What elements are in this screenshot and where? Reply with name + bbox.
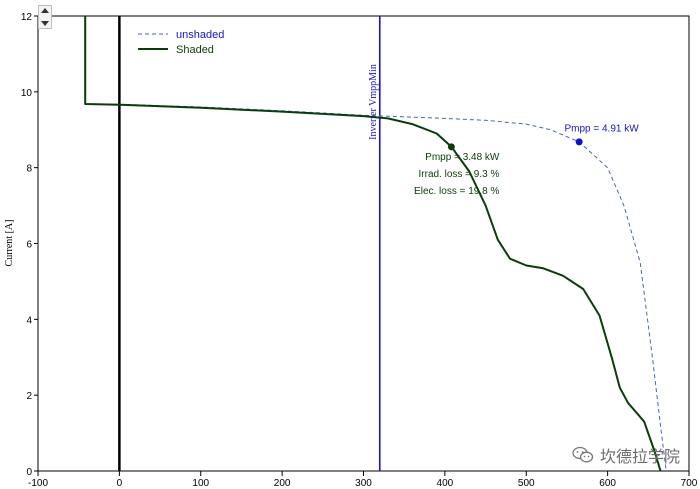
y-axis-label: Current [A] <box>4 220 15 267</box>
y-tick-label: 0 <box>26 467 32 478</box>
series-shaded-line <box>84 16 662 472</box>
y-tick-label: 8 <box>26 164 32 175</box>
y-tick-label: 4 <box>26 315 32 326</box>
x-tick-label: 200 <box>274 478 291 489</box>
watermark-text: 坎德拉学院 <box>599 449 680 466</box>
annotation-1: Pmpp = 3.48 kW <box>425 152 500 163</box>
y-tick-label: 6 <box>26 240 32 251</box>
mpp-marker-unshaded <box>575 138 583 146</box>
annotation-2: Irrad. loss = 9.3 % <box>419 169 500 180</box>
wechat-icon <box>572 446 594 463</box>
x-tick-label: 400 <box>437 478 454 489</box>
x-tick-label: 500 <box>518 478 535 489</box>
x-tick-label: 600 <box>599 478 616 489</box>
x-tick-label: 300 <box>355 478 372 489</box>
spin-control[interactable] <box>38 5 52 29</box>
series-unshaded-line <box>85 103 667 472</box>
legend: unshaded Shaded <box>138 29 224 56</box>
x-tick-label: 0 <box>117 478 123 489</box>
plot-frame <box>37 15 690 472</box>
legend-label-shaded: Shaded <box>176 44 214 56</box>
x-tick-label: 700 <box>681 478 698 489</box>
watermark: 坎德拉学院 <box>572 443 680 467</box>
spin-up-icon[interactable] <box>41 8 49 13</box>
legend-label-unshaded: unshaded <box>176 29 224 41</box>
mpp-marker-shaded <box>447 143 455 151</box>
annotation-3: Elec. loss = 19.8 % <box>414 186 499 197</box>
x-tick-label: -100 <box>28 478 48 489</box>
y-tick-label: 2 <box>26 391 32 402</box>
y-tick-label: 12 <box>21 12 33 23</box>
spin-down-icon[interactable] <box>41 21 49 26</box>
annotation-0: Pmpp = 4.91 kW <box>564 124 639 135</box>
x-tick-label: 100 <box>192 478 209 489</box>
inverter-vmppmin-label: Inverter VmppMin <box>368 64 379 140</box>
y-tick-label: 10 <box>21 88 33 99</box>
